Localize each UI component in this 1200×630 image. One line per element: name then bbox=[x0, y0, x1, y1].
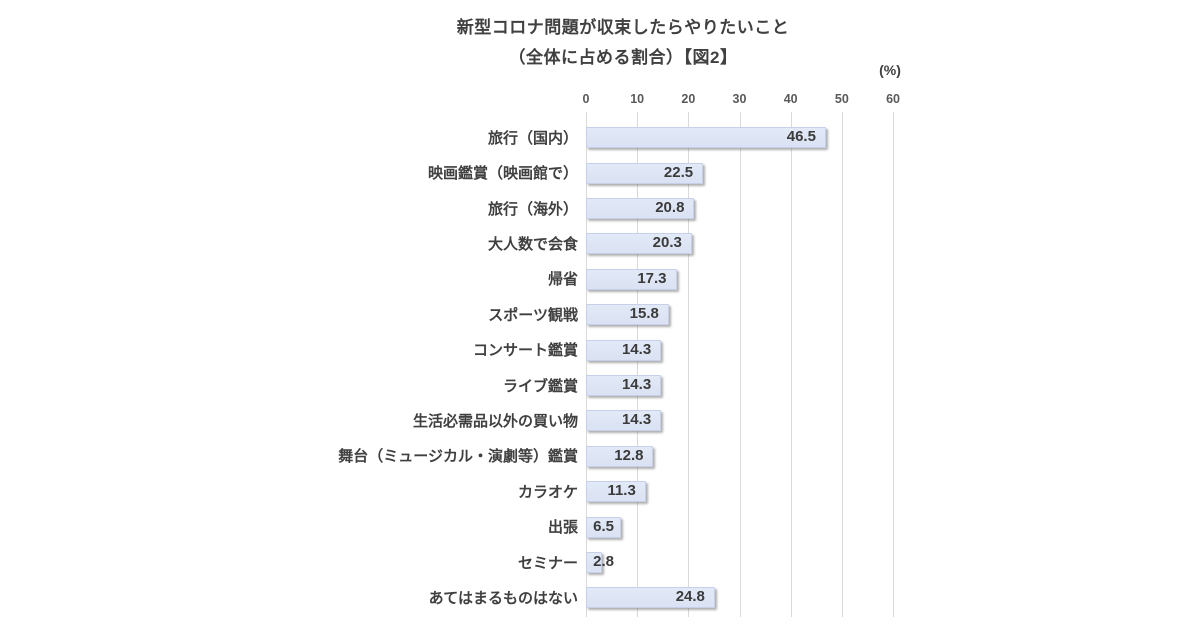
value-label: 14.3 bbox=[621, 376, 652, 393]
x-axis-tick-label: 20 bbox=[681, 92, 696, 106]
x-axis-tick-label: 10 bbox=[630, 92, 645, 106]
value-label: 20.8 bbox=[655, 199, 685, 216]
category-label: カラオケ bbox=[517, 483, 578, 501]
gridline bbox=[586, 112, 587, 617]
category-label: 映画鑑賞（映画館で） bbox=[427, 165, 578, 183]
bar bbox=[586, 481, 646, 503]
category-label: ライブ鑑賞 bbox=[502, 377, 578, 395]
category-label: 旅行（海外） bbox=[487, 200, 578, 218]
value-label: 2.8 bbox=[593, 553, 614, 570]
category-label: 舞台（ミュージカル・演劇等）鑑賞 bbox=[338, 448, 578, 466]
bar bbox=[586, 552, 603, 573]
category-label: セミナー bbox=[517, 554, 578, 572]
bar bbox=[586, 516, 622, 538]
category-label: コンサート鑑賞 bbox=[472, 342, 578, 360]
value-label: 15.8 bbox=[629, 305, 659, 323]
category-label: 大人数で会食 bbox=[487, 235, 578, 253]
bar bbox=[586, 127, 826, 149]
x-axis-tick-label: 0 bbox=[582, 92, 590, 106]
category-label: 生活必需品以外の買い物 bbox=[412, 412, 578, 430]
value-label: 12.8 bbox=[614, 446, 644, 464]
gridline bbox=[739, 112, 741, 617]
x-axis-tick-label: 40 bbox=[783, 92, 798, 106]
bar bbox=[586, 339, 662, 361]
x-axis-tick-label: 50 bbox=[834, 92, 849, 106]
value-label: 14.3 bbox=[621, 411, 652, 429]
chart-title: 新型コロナ問題が収束したらやりたいこと bbox=[456, 18, 790, 37]
value-label: 46.5 bbox=[786, 128, 816, 146]
gridline bbox=[637, 112, 639, 617]
value-label: 14.3 bbox=[621, 340, 652, 358]
bar bbox=[586, 410, 662, 432]
value-label: 22.5 bbox=[663, 163, 694, 181]
category-label: 旅行（国内） bbox=[487, 129, 578, 147]
value-label: 6.5 bbox=[593, 517, 614, 535]
bar bbox=[586, 587, 715, 609]
value-label: 20.3 bbox=[652, 234, 682, 252]
gridline bbox=[790, 112, 792, 617]
bar bbox=[586, 445, 654, 467]
category-label: あてはまるものはない bbox=[428, 589, 578, 607]
value-label: 24.8 bbox=[675, 588, 705, 606]
bar bbox=[586, 268, 677, 290]
gridline bbox=[688, 112, 690, 617]
bar bbox=[586, 233, 692, 255]
gridline bbox=[893, 112, 895, 617]
bar bbox=[586, 375, 662, 396]
x-axis-tick-label: 30 bbox=[732, 92, 747, 106]
category-label: スポーツ観戦 bbox=[488, 306, 578, 324]
category-label: 出張 bbox=[547, 519, 578, 537]
value-label: 17.3 bbox=[637, 269, 667, 287]
bar bbox=[586, 198, 695, 219]
bar bbox=[586, 162, 704, 184]
axis-unit-label: (%) bbox=[879, 62, 901, 78]
gridline bbox=[841, 112, 843, 617]
chart-subtitle: （全体に占める割合）【図2】 bbox=[508, 48, 738, 67]
x-axis-tick-label: 60 bbox=[886, 92, 900, 106]
category-label: 帰省 bbox=[547, 271, 578, 289]
value-label: 11.3 bbox=[607, 482, 636, 500]
bar bbox=[586, 304, 669, 326]
